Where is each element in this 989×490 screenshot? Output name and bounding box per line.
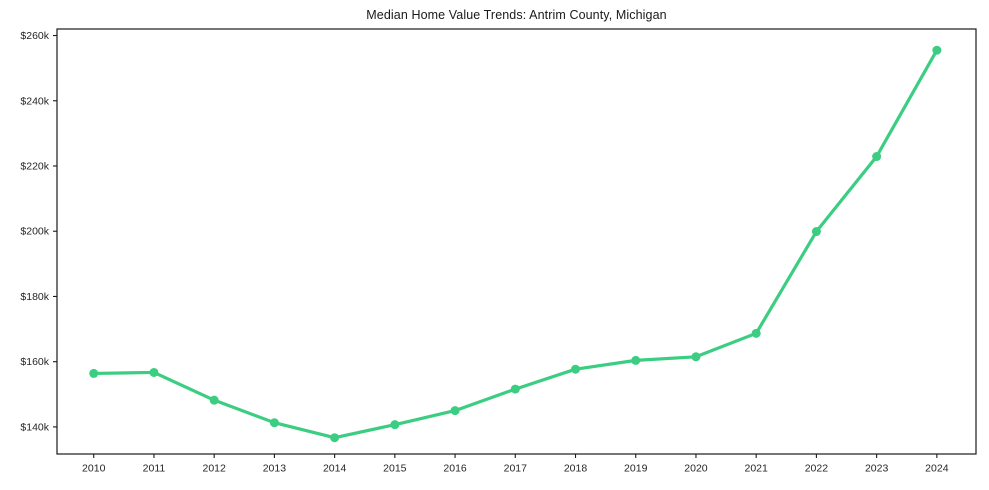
x-tick-label: 2011 [143,463,166,475]
x-tick-label: 2012 [203,463,227,475]
x-tick-label: 2021 [745,463,769,475]
x-tick-label: 2015 [383,463,407,475]
x-tick-label: 2014 [323,463,347,475]
chart-title: Median Home Value Trends: Antrim County,… [366,8,667,22]
data-point-marker [751,328,761,338]
data-point-marker [872,152,882,162]
x-tick-label: 2019 [624,463,648,475]
x-tick-label: 2023 [865,463,889,475]
x-tick-label: 2013 [263,463,287,475]
data-point-marker [691,352,701,362]
data-point-marker [269,418,279,428]
data-point-marker [450,406,460,416]
plot-border [56,28,977,455]
x-tick-label: 2024 [925,463,949,475]
data-point-marker [571,364,581,374]
y-tick-label: $200k [20,226,49,238]
x-tick-label: 2010 [82,463,106,475]
data-point-marker [330,433,340,443]
data-point-marker [932,45,942,55]
data-point-marker [510,384,520,394]
data-point-marker [631,355,641,365]
y-tick-label: $220k [20,160,49,172]
x-tick-label: 2016 [443,463,467,475]
x-tick-label: 2017 [504,463,528,475]
y-tick-label: $160k [20,356,49,368]
y-tick-label: $260k [20,30,49,42]
x-tick-label: 2022 [805,463,829,475]
trend-line [92,48,939,440]
data-point-marker [89,368,99,378]
data-point-marker [209,395,219,405]
x-tick-label: 2020 [684,463,708,475]
x-tick-label: 2018 [564,463,588,475]
data-point-marker [811,227,821,237]
data-point-marker [149,367,159,377]
y-tick-label: $240k [20,95,49,107]
y-tick-label: $140k [20,421,49,433]
y-tick-label: $180k [20,291,49,303]
data-point-marker [390,420,400,430]
